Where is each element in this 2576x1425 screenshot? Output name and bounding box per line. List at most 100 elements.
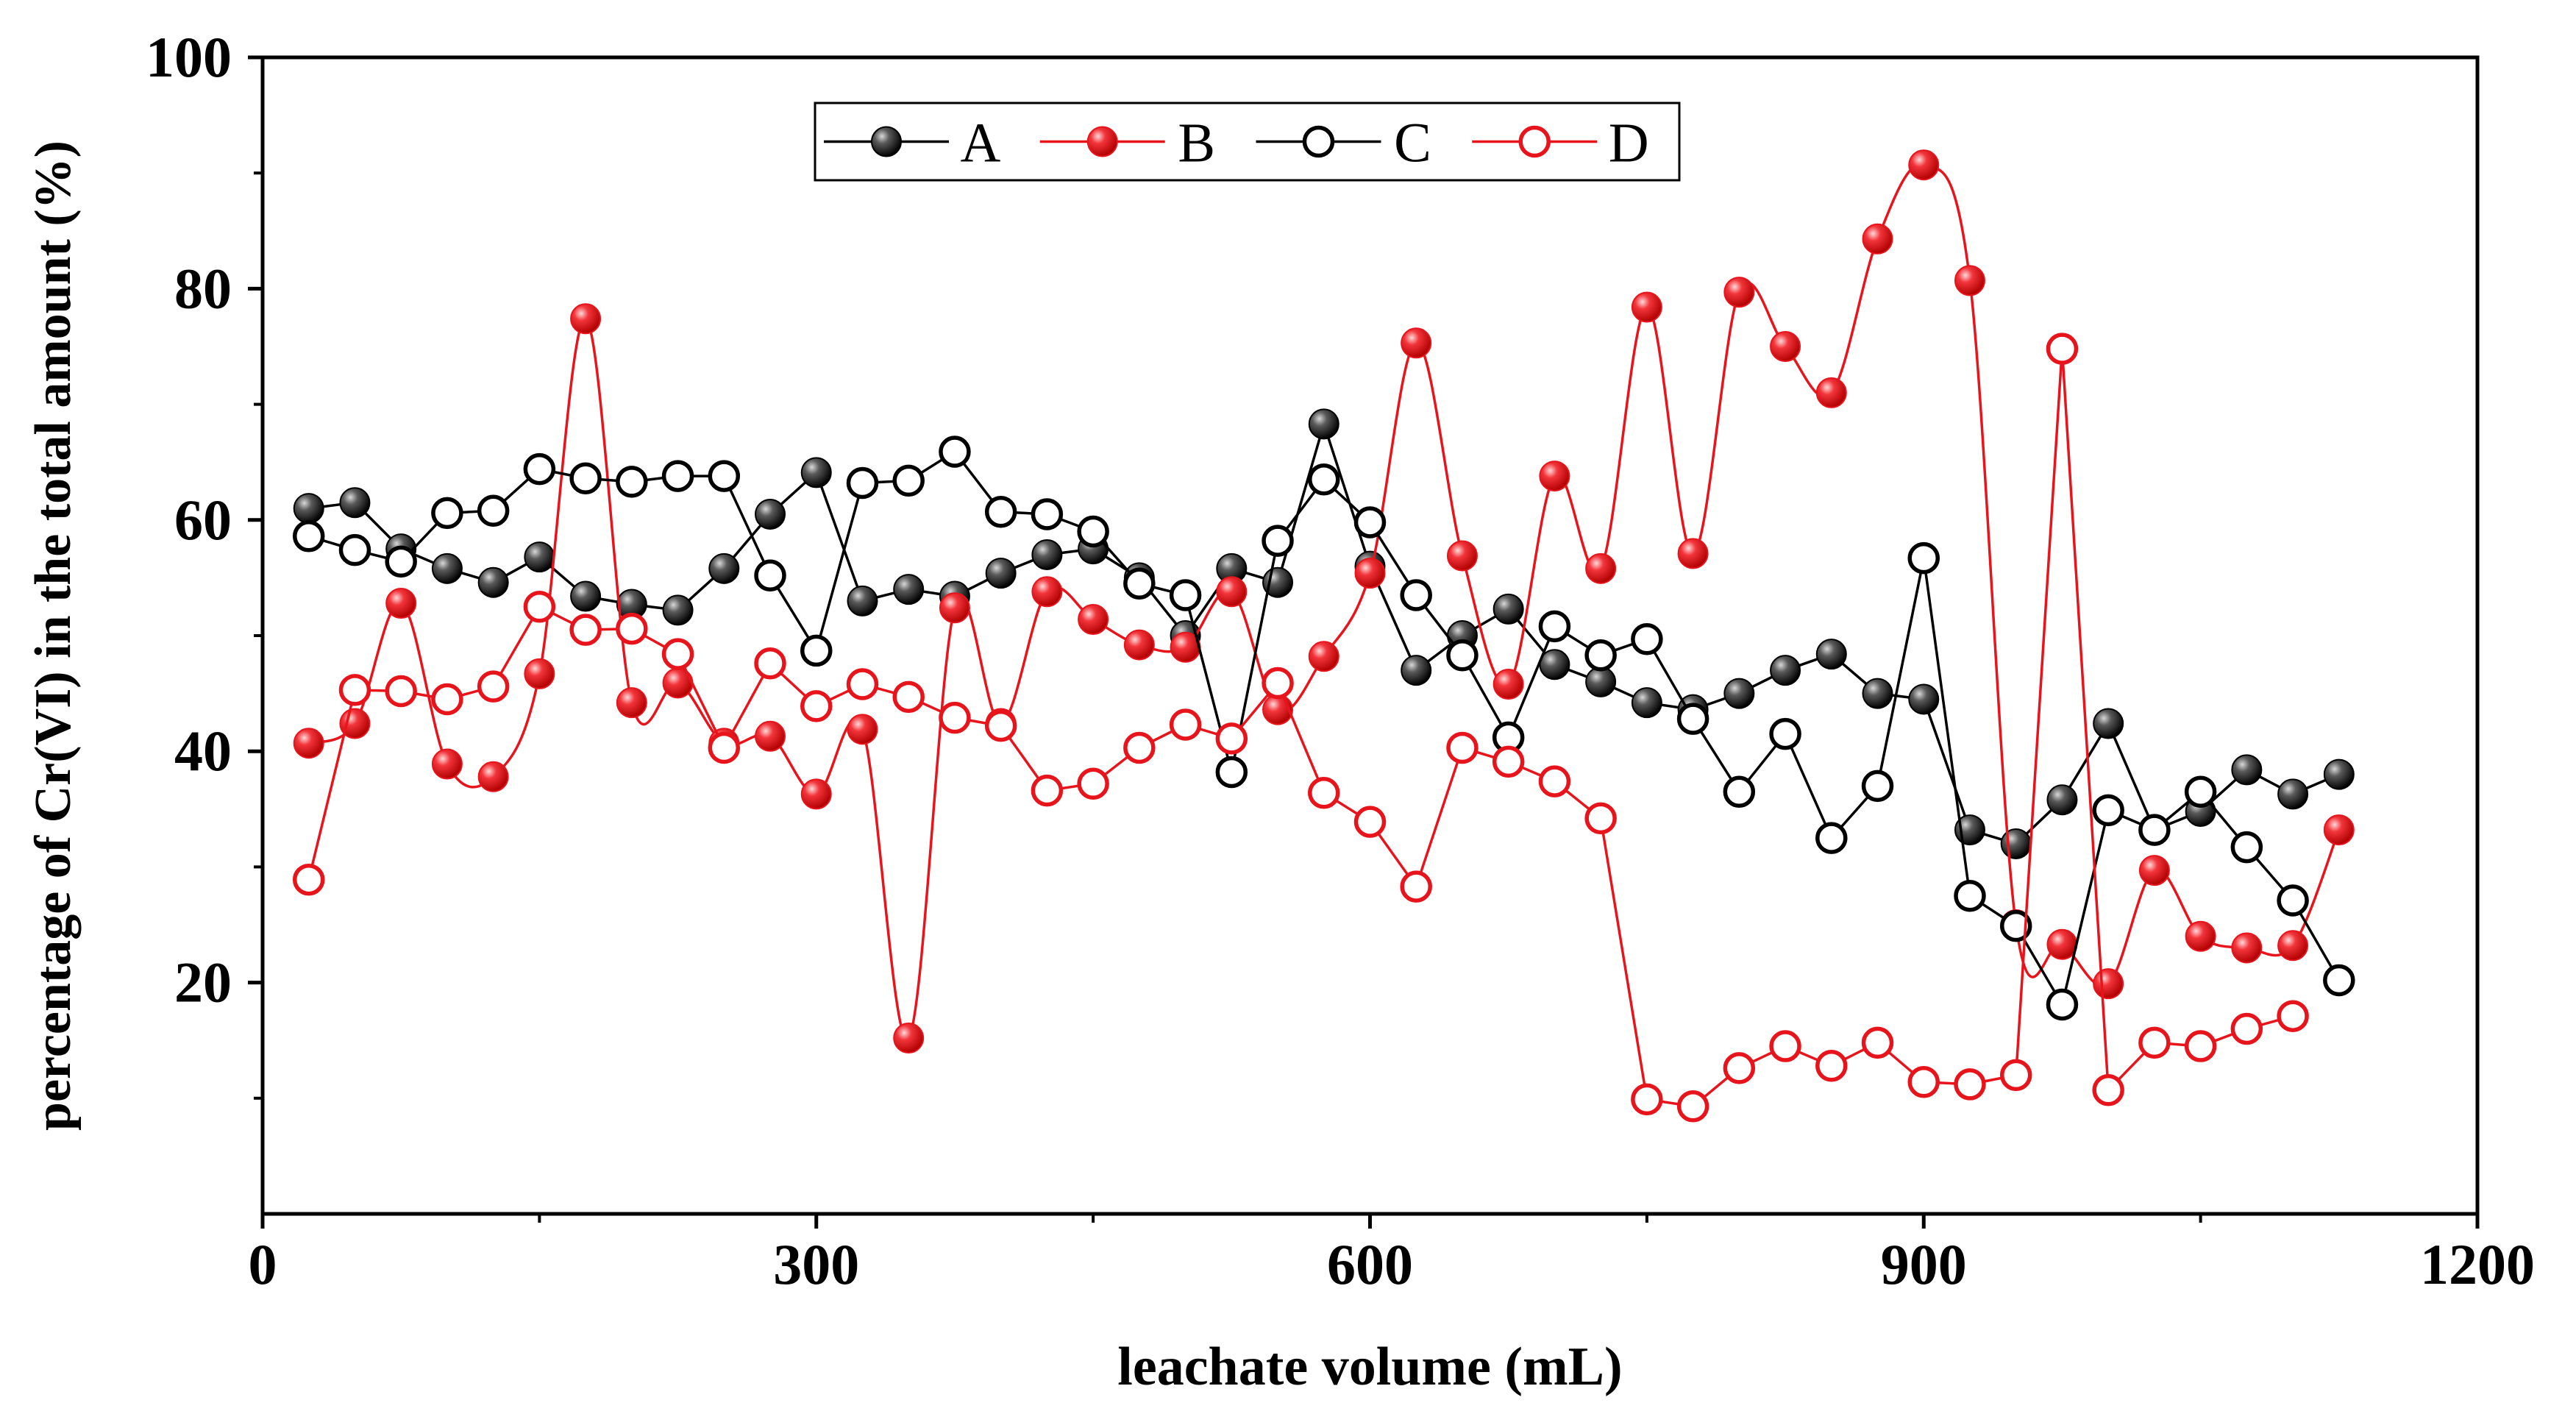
series-b-point: [1862, 223, 1893, 255]
series-a-point: [1908, 683, 1940, 715]
series-a-point: [339, 487, 371, 519]
series-d-point: [569, 614, 602, 646]
x-tick-label: 900: [1881, 1232, 1967, 1296]
series-d: [292, 333, 2309, 1123]
series-c-point: [892, 464, 925, 497]
series-d-point: [523, 590, 556, 623]
series-b-point: [1446, 540, 1478, 572]
series-a-point: [2323, 758, 2355, 790]
series-d-point: [800, 690, 833, 722]
series-c-point: [2138, 814, 2171, 846]
series-c-point: [754, 559, 786, 592]
series-c-point: [708, 460, 741, 492]
series-c-point: [1400, 579, 1432, 611]
series-d-point: [846, 668, 879, 700]
series-c-point: [1954, 879, 1986, 912]
series-b-point: [939, 592, 970, 624]
series-a-point: [477, 566, 509, 598]
series-c-point: [431, 497, 463, 530]
series-d-point: [1215, 722, 1248, 755]
series-b-point: [2185, 920, 2216, 952]
series-d-point: [1769, 1030, 1801, 1062]
series-a-point: [800, 457, 832, 488]
series-d-point: [1031, 774, 1064, 807]
legend-label-b: B: [1178, 113, 1215, 174]
series-c-point: [1676, 703, 1709, 735]
series-d-point: [1353, 806, 1387, 838]
series-d-point: [661, 638, 694, 670]
series-a-point: [2277, 778, 2309, 810]
series-c-point: [800, 634, 833, 667]
legend-marker-d: [1518, 125, 1551, 158]
series-c-point: [1999, 909, 2032, 942]
series-a-point: [1815, 639, 1847, 670]
series-c-point: [616, 466, 648, 498]
series-c-point: [846, 466, 879, 500]
y-tick-label: 20: [174, 950, 232, 1014]
series-a-point: [524, 541, 555, 573]
series-a-point: [1631, 687, 1662, 719]
series-c-point: [1861, 770, 1894, 803]
series-b-point: [1723, 277, 1755, 308]
series-d-point: [2277, 1000, 2309, 1032]
series-c-point: [1631, 622, 1663, 655]
series-a-point: [708, 552, 740, 584]
series-b-point: [2138, 855, 2170, 886]
series-b-point: [1631, 291, 1662, 323]
legend-label-c: C: [1394, 113, 1431, 174]
series-b-point: [1078, 603, 1109, 635]
series-c-point: [1769, 717, 1801, 750]
series-b-point: [1677, 538, 1709, 569]
series-b-point: [616, 687, 647, 719]
series-d-point: [754, 647, 786, 680]
y-tick-label: 80: [174, 256, 232, 320]
series-a-point: [1723, 678, 1755, 709]
legend: A B C D: [814, 102, 1681, 182]
series-b: [293, 149, 2355, 1054]
series-a-point: [1585, 666, 1617, 697]
series-a-point: [2231, 754, 2263, 786]
series-c-point: [1262, 525, 1294, 557]
series-b-point: [385, 587, 417, 619]
series-b-point: [1401, 327, 1432, 359]
series-b-point: [2093, 968, 2124, 1000]
series-b-point: [755, 720, 786, 752]
x-tick-label: 300: [773, 1232, 859, 1296]
series-b-point: [477, 761, 509, 792]
series-d-point: [1123, 731, 1156, 764]
series-d-point: [1538, 765, 1571, 797]
series-c-point: [661, 460, 694, 492]
series-b-point: [1908, 149, 1940, 181]
series-b-point: [2046, 928, 2078, 960]
series-d-point: [2230, 1012, 2263, 1045]
series-b-point: [2277, 930, 2309, 962]
series-b-point: [293, 728, 324, 759]
series-c-point: [2092, 794, 2124, 827]
y-tick-label: 40: [174, 719, 232, 783]
series-d-point: [292, 863, 325, 896]
series-a-point: [893, 574, 925, 605]
series-b-point: [1492, 669, 1524, 700]
series-d-point: [1954, 1068, 1986, 1101]
series-c-point: [1077, 515, 1109, 548]
series-b-point: [431, 748, 463, 780]
series-d-point: [984, 709, 1017, 742]
series-d-point: [477, 670, 510, 703]
x-tick-label: 0: [249, 1232, 277, 1296]
x-tick-label: 1200: [2420, 1232, 2535, 1296]
series-a-point: [570, 580, 602, 612]
series-d-point: [2184, 1030, 2217, 1062]
series-b-point: [524, 658, 555, 689]
series-d-point: [1723, 1052, 1756, 1084]
series-d-point: [1861, 1026, 1894, 1059]
series-a-point: [755, 498, 786, 530]
series-c-point: [1538, 610, 1571, 643]
series-b-point: [2231, 932, 2263, 964]
series-d-point: [1584, 802, 1617, 835]
y-tick-label: 100: [146, 25, 232, 89]
series-d-point: [1676, 1090, 1709, 1123]
series-a-point: [1770, 655, 1801, 686]
series-c-point: [477, 494, 510, 527]
